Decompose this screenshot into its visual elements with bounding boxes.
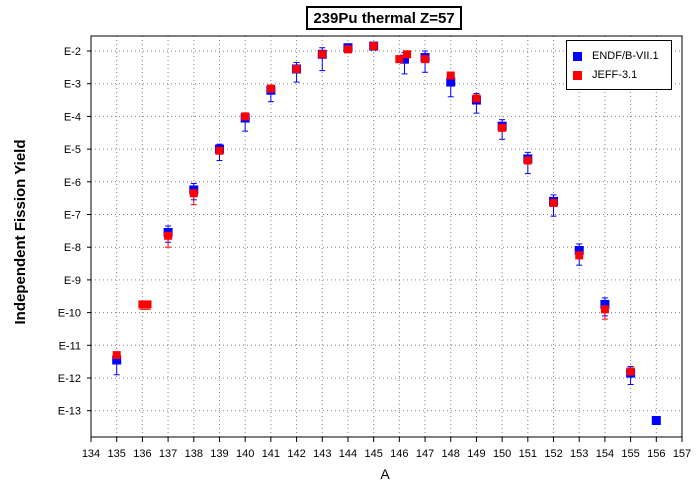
- data-point: [241, 112, 250, 121]
- y-tick-label: E-11: [59, 340, 81, 352]
- data-point: [421, 55, 430, 64]
- y-tick-label: E-10: [58, 308, 81, 320]
- legend-entry-jeff: JEFF-3.1: [573, 68, 637, 82]
- data-point: [575, 251, 584, 260]
- data-point: [549, 199, 558, 208]
- x-tick-label: 149: [467, 448, 485, 460]
- data-point: [574, 245, 584, 255]
- x-axis-label: A: [380, 466, 390, 482]
- x-tick-label: 138: [185, 448, 203, 460]
- data-point: [651, 416, 661, 426]
- x-tick-label: 154: [596, 448, 614, 460]
- data-point: [369, 42, 378, 51]
- y-tick-label: E-12: [58, 373, 81, 385]
- plot-frame: [90, 35, 683, 438]
- y-tick-label: E-5: [64, 144, 81, 156]
- x-tick-label: 144: [339, 448, 357, 460]
- grid-lines: [91, 36, 682, 437]
- x-tick-label: 135: [108, 448, 126, 460]
- data-point: [399, 54, 409, 64]
- data-points: [112, 41, 661, 426]
- y-tick-label: E-8: [64, 242, 81, 254]
- data-point: [446, 71, 455, 80]
- data-point: [143, 300, 152, 309]
- x-tick-label: 153: [570, 448, 588, 460]
- data-point: [403, 50, 412, 59]
- legend-entry-endf: ENDF/B-VII.1: [573, 49, 659, 63]
- y-tick-label: E-7: [64, 210, 81, 222]
- x-tick-label: 157: [673, 448, 691, 460]
- data-point: [215, 146, 224, 155]
- y-axis-label: Independent Fission Yield: [12, 139, 29, 325]
- x-tick-label: 134: [82, 448, 100, 460]
- data-point: [626, 367, 635, 376]
- x-tick-label: 148: [442, 448, 460, 460]
- data-point: [343, 45, 352, 54]
- x-tick-label: 139: [210, 448, 228, 460]
- data-point: [292, 64, 301, 73]
- x-tick-label: 150: [493, 448, 511, 460]
- axes: [87, 35, 683, 442]
- x-tick-label: 152: [544, 448, 562, 460]
- error-bars: [113, 43, 660, 425]
- data-point: [112, 355, 122, 365]
- legend: ENDF/B-VII.1 JEFF-3.1: [566, 40, 672, 90]
- x-tick-labels: 134 135 136 137 138 139 140 141 142 143 144 145 146 1…: [82, 448, 691, 460]
- x-tick-label: 151: [519, 448, 537, 460]
- x-tick-label: 142: [287, 448, 305, 460]
- x-tick-label: 136: [133, 448, 151, 460]
- legend-swatch-endf: [573, 51, 582, 61]
- data-point: [164, 231, 173, 240]
- x-tick-label: 147: [416, 448, 434, 460]
- y-tick-label: E-13: [58, 406, 81, 418]
- x-tick-label: 137: [159, 448, 177, 460]
- data-point: [318, 50, 327, 59]
- x-tick-label: 143: [313, 448, 331, 460]
- legend-label-endf: ENDF/B-VII.1: [592, 50, 659, 62]
- legend-label-jeff: JEFF-3.1: [592, 69, 638, 81]
- data-point: [472, 94, 481, 103]
- data-point: [395, 55, 404, 64]
- data-point: [266, 84, 275, 93]
- data-point: [446, 77, 456, 87]
- data-point: [138, 300, 147, 309]
- legend-swatch-jeff: [573, 70, 582, 80]
- chart-title: 239Pu thermal Z=57: [306, 6, 462, 30]
- data-point: [189, 189, 198, 198]
- y-tick-label: E-3: [64, 79, 81, 91]
- x-tick-label: 140: [236, 448, 254, 460]
- data-point: [600, 305, 609, 314]
- y-tick-labels: E-2 E-3 E-4 E-5 E-6 E-7 E-8 E-9 E-10 E-11 E-12 E-13: [58, 46, 81, 418]
- x-tick-label: 156: [647, 448, 665, 460]
- data-point: [600, 299, 610, 309]
- y-tick-label: E-6: [64, 177, 81, 189]
- y-tick-label: E-2: [64, 46, 81, 58]
- x-tick-label: 146: [390, 448, 408, 460]
- data-point: [498, 123, 507, 132]
- y-tick-label: E-4: [64, 111, 81, 123]
- data-point: [112, 351, 121, 360]
- x-tick-label: 155: [621, 448, 639, 460]
- y-tick-label: E-9: [64, 275, 81, 287]
- x-tick-label: 145: [364, 448, 382, 460]
- data-point: [523, 156, 532, 165]
- x-tick-label: 141: [262, 448, 280, 460]
